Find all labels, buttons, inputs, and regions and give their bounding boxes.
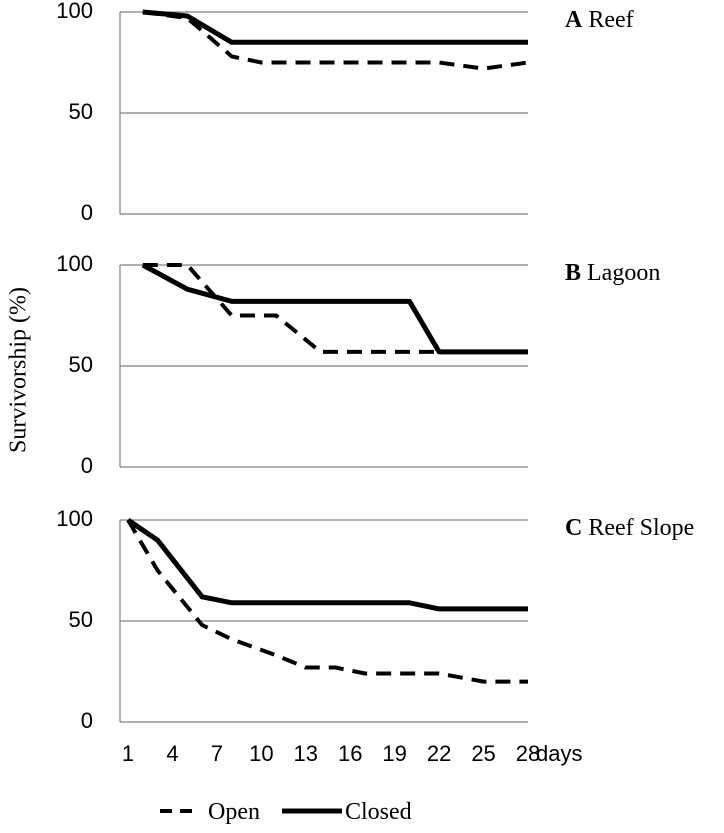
x-tick-label: 13 <box>294 741 318 766</box>
series-line-open <box>142 10 529 71</box>
x-unit-label: days <box>536 741 582 766</box>
panels: 0 50 100 A Reef 0 50 100 B Lagoon 0 50 100 C Reef S… <box>56 0 694 733</box>
y-tick-label: 100 <box>56 0 93 23</box>
x-tick-label: 1 <box>122 741 134 766</box>
series-line-open <box>142 263 528 354</box>
legend-label-open: Open <box>208 799 260 825</box>
panel-b: 0 50 100 B Lagoon <box>56 251 660 478</box>
panel-name: Reef Slope <box>582 515 694 541</box>
panel-a: 0 50 100 A Reef <box>56 0 633 225</box>
panel-c: 0 50 100 C Reef Slope <box>56 506 694 733</box>
y-tick-label: 0 <box>81 708 93 733</box>
x-axis: 1 4 7 10 13 16 19 22 25 28 <box>122 741 540 766</box>
y-tick-label: 50 <box>69 352 93 377</box>
x-tick-label: 4 <box>166 741 178 766</box>
y-tick-label: 50 <box>69 607 93 632</box>
x-tick-label: 7 <box>211 741 223 766</box>
y-axis-label: Survivorship (%) <box>6 287 32 453</box>
y-tick-label: 0 <box>81 200 93 225</box>
y-tick-label: 100 <box>56 251 93 276</box>
x-tick-label: 25 <box>471 741 495 766</box>
x-tick-label: 16 <box>338 741 362 766</box>
legend-label-closed: Closed <box>345 799 412 825</box>
legend: Open Closed <box>160 799 412 825</box>
series-line-closed <box>126 517 528 612</box>
x-tick-label: 10 <box>249 741 273 766</box>
panel-letter: C <box>565 515 582 541</box>
x-tick-label: 28 <box>516 741 540 766</box>
panel-title: B Lagoon <box>565 260 660 286</box>
y-tick-label: 50 <box>69 99 93 124</box>
panel-letter: A <box>565 7 583 33</box>
panel-letter: B <box>565 260 581 286</box>
panel-name: Lagoon <box>581 260 660 286</box>
panel-title: C Reef Slope <box>565 515 694 541</box>
series-line-closed <box>141 262 528 355</box>
x-tick-label: 22 <box>427 741 451 766</box>
y-tick-label: 100 <box>56 506 93 531</box>
y-tick-label: 0 <box>81 453 93 478</box>
panel-title: A Reef <box>565 7 634 33</box>
panel-name: Reef <box>582 7 633 33</box>
series-line-closed <box>142 9 528 45</box>
x-tick-label: 19 <box>382 741 406 766</box>
